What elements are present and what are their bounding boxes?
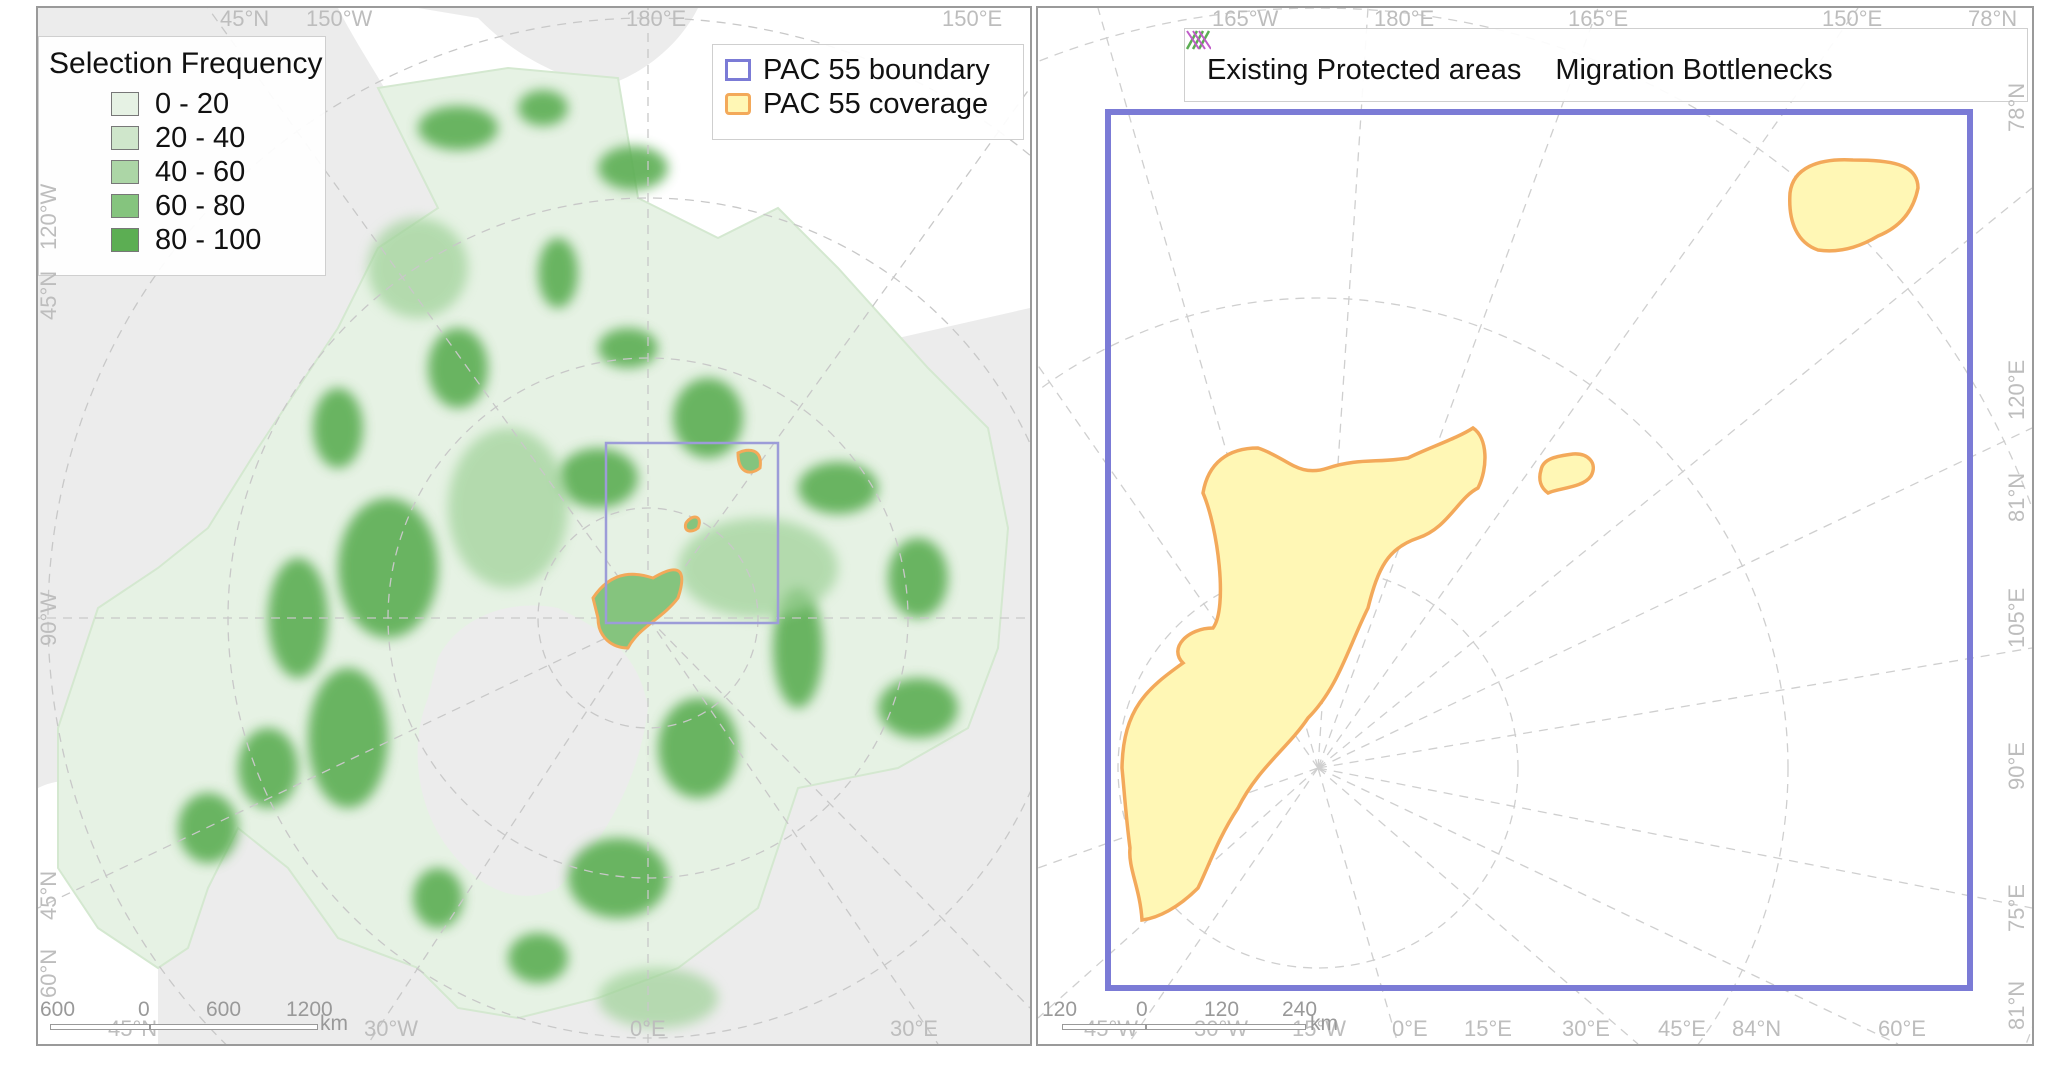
graticule-label-top: 180°E [626, 6, 687, 31]
migration-bottlenecks-label: Migration Bottlenecks [1555, 53, 1833, 86]
overview-map [38, 8, 1030, 1044]
frequency-label: 20 - 40 [155, 121, 246, 154]
graticule-label-top: 45°N [220, 6, 270, 31]
graticule-label-right: 105°E [2004, 587, 2029, 648]
legend-item-frequency: 80 - 100 [49, 223, 325, 257]
migration-bottlenecks-hatch-icon [1186, 30, 1211, 50]
frequency-swatch [111, 194, 139, 218]
graticule-label-bottom: 0°E [1392, 1016, 1428, 1041]
graticule-label-left: 45°N [36, 870, 61, 920]
graticule-label-right: 81°N [2004, 980, 2029, 1030]
scale-segment [150, 1024, 318, 1030]
frequency-swatch [111, 126, 139, 150]
graticule-label-top: 180°E [1374, 6, 1435, 31]
graticule-label-right: 120°E [2004, 359, 2029, 420]
graticule-label-left: 45°N [36, 270, 61, 320]
graticule-label-bottom: 30°W [364, 1016, 419, 1041]
graticule-label-right: 75°E [2004, 884, 2029, 932]
graticule-label-top: 150°W [306, 6, 373, 31]
selection-frequency-80-100 [178, 90, 958, 983]
scale-segment [1146, 1024, 1306, 1030]
frequency-label: 60 - 80 [155, 189, 246, 222]
scale-tick: 240 [1282, 998, 1318, 1021]
pac-boundary-overview [604, 441, 780, 625]
coverage-polygon-small [1538, 452, 1595, 496]
legend-item-boundary: PAC 55 boundary [725, 53, 1023, 87]
frequency-label: 40 - 60 [155, 155, 246, 188]
graticule-label-right: 81°N [2004, 472, 2029, 522]
graticule-label-top: 165°W [1212, 6, 1279, 31]
graticule-lines [1038, 8, 2032, 1044]
legend-items: 0 - 20 20 - 40 40 - 60 60 - 80 80 - 100 [49, 87, 325, 257]
graticule-label-bottom: 60°E [1878, 1016, 1926, 1041]
scale-tick: 600 [206, 998, 242, 1021]
scale-unit: km [320, 1012, 348, 1035]
pac-legend: PAC 55 boundary PAC 55 coverage [712, 44, 1024, 140]
coverage-label: PAC 55 coverage [763, 87, 989, 120]
graticule-label-bottom: 15°E [1464, 1016, 1512, 1041]
frequency-swatch [111, 160, 139, 184]
pac-coverage [1120, 158, 1920, 922]
detail-map [1038, 8, 2032, 1044]
pac-boundary [1105, 109, 1973, 991]
coverage-polygon-large [1120, 425, 1487, 922]
selection-frequency-40-60 [368, 218, 838, 1028]
protected-areas-label: Existing Protected areas [1207, 53, 1522, 86]
graticule-label-top: 78°N [1968, 6, 2018, 31]
graticule-label-bottom: 0°E [630, 1016, 666, 1041]
legend-item-frequency: 0 - 20 [49, 87, 325, 121]
overview-map-panel[interactable]: Selection Frequency 0 - 20 20 - 40 40 - 60… [36, 6, 1032, 1046]
graticule-label-right: 78°N [2004, 82, 2029, 132]
scale-bar: 600 0 600 1200 km [38, 998, 358, 1042]
detail-map-panel[interactable]: Existing Protected areas Migration Bottl… [1036, 6, 2034, 1046]
boundary-label: PAC 55 boundary [763, 53, 990, 86]
scale-tick: 0 [138, 998, 150, 1021]
scale-segment [1062, 1024, 1146, 1030]
scale-unit: km [1310, 1012, 1338, 1035]
frequency-label: 80 - 100 [155, 223, 262, 256]
graticule-label-top: 165°E [1568, 6, 1629, 31]
legend-item-frequency: 40 - 60 [49, 155, 325, 189]
scale-tick: 120 [1204, 998, 1240, 1021]
graticule-label-left: 120°W [36, 183, 61, 250]
scale-tick: 0 [1136, 998, 1148, 1021]
frequency-swatch [111, 92, 139, 116]
detail-legend: Existing Protected areas Migration Bottl… [1184, 28, 2028, 102]
scale-tick: 1200 [286, 998, 333, 1021]
graticule-label-top: 150°E [1822, 6, 1883, 31]
scale-bar: 120 0 120 240 km [1038, 998, 1358, 1042]
graticule-label-right: 90°E [2004, 742, 2029, 790]
selection-frequency-legend: Selection Frequency 0 - 20 20 - 40 40 - 60… [38, 36, 326, 276]
greenland-land [417, 605, 648, 896]
graticule-label-bottom: 30°E [1562, 1016, 1610, 1041]
graticule-label-bottom: 30°E [890, 1016, 938, 1041]
legend-title: Selection Frequency [49, 47, 323, 80]
frequency-label: 0 - 20 [155, 87, 230, 120]
frequency-swatch [111, 228, 139, 252]
legend-item-frequency: 20 - 40 [49, 121, 325, 155]
boundary-swatch [725, 59, 751, 81]
coverage-polygon-northeast [1788, 158, 1920, 253]
graticule-label-left: 90°W [36, 591, 61, 646]
graticule-label-top: 150°E [942, 6, 1003, 31]
graticule-label-left: 60°N [36, 948, 61, 998]
graticule-label-bottom: 45°E [1658, 1016, 1706, 1041]
legend-item-coverage: PAC 55 coverage [725, 87, 1023, 121]
legend-item-frequency: 60 - 80 [49, 189, 325, 223]
scale-tick: 120 [1042, 998, 1078, 1021]
pac-coverage-overview [591, 448, 762, 650]
scale-tick: 600 [40, 998, 76, 1021]
scale-segment [50, 1024, 150, 1030]
coverage-swatch [725, 93, 751, 115]
graticule-label-bottom: 84°N [1732, 1016, 1782, 1041]
